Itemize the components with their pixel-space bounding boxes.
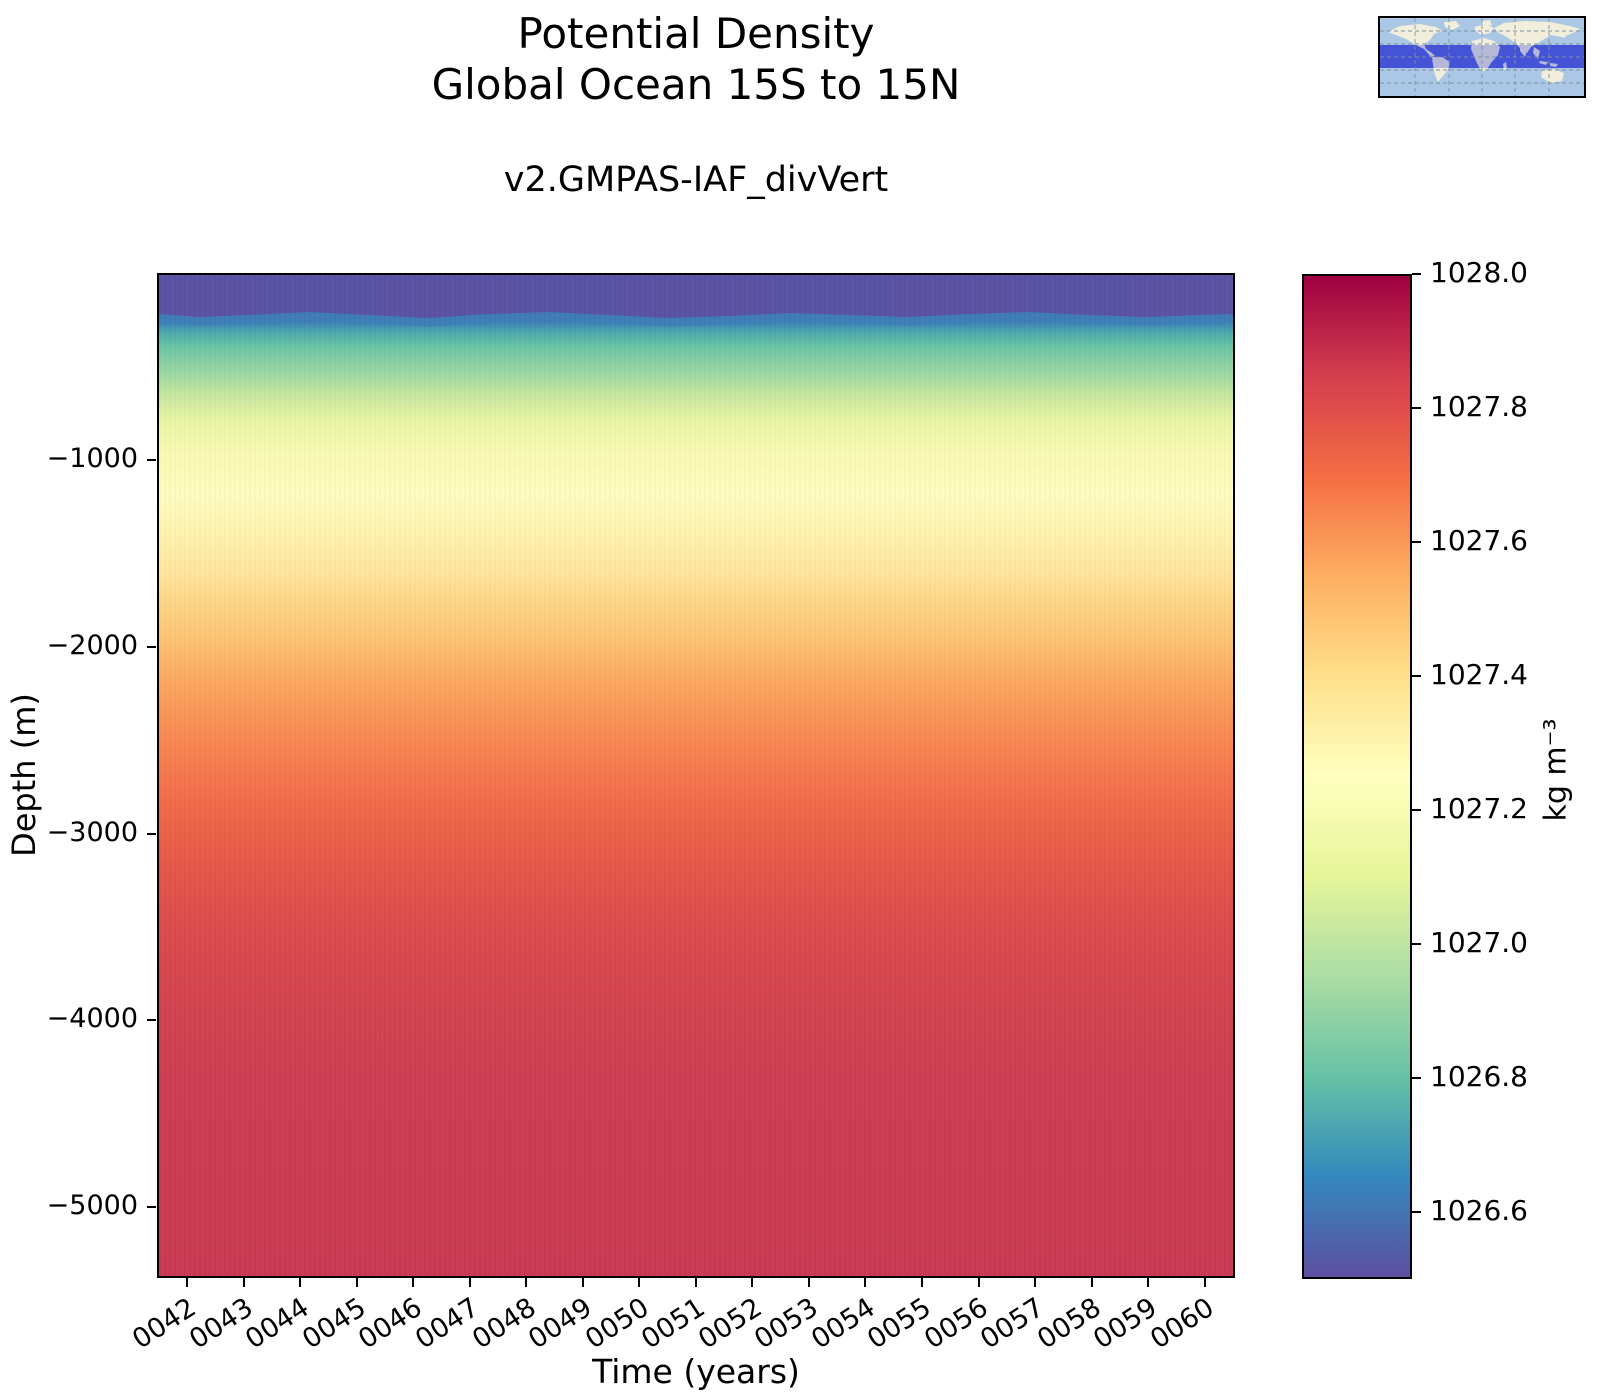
map-landmasses [1388, 20, 1580, 83]
x-tick-label: 0060 [1033, 1292, 1220, 1355]
y-tick-mark [147, 1019, 156, 1022]
y-tick-label: −2000 [46, 629, 138, 661]
colorbar-tick-label: 1027.0 [1430, 926, 1528, 959]
colorbar-tick-mark [1412, 1211, 1421, 1213]
surface-layer-wave [159, 275, 1233, 327]
x-tick-mark [1090, 1278, 1093, 1287]
x-tick-mark [977, 1278, 980, 1287]
colorbar-tick-label: 1026.8 [1430, 1060, 1528, 1093]
y-tick-label: −4000 [46, 1003, 138, 1035]
monthly-pixel-texture [159, 275, 1233, 1276]
colorbar-tick-label: 1027.4 [1430, 658, 1528, 691]
x-tick-mark [921, 1278, 924, 1287]
colorbar-tick-mark [1412, 675, 1421, 677]
x-tick-mark [694, 1278, 697, 1287]
x-tick-mark [468, 1278, 471, 1287]
colorbar-tick-mark [1412, 943, 1421, 945]
y-tick-mark [147, 645, 156, 648]
colorbar [1302, 274, 1412, 1279]
y-tick-label: −3000 [46, 816, 138, 848]
heatmap-gradient-field [159, 275, 1233, 1276]
x-tick-label-text: 0060 [1145, 1292, 1220, 1356]
x-tick-mark [242, 1278, 245, 1287]
colorbar-tick-label: 1026.6 [1430, 1194, 1528, 1227]
colorbar-tick-label: 1027.6 [1430, 524, 1528, 557]
figure-title-line2: Global Ocean 15S to 15N [431, 60, 961, 110]
colorbar-tick-mark [1412, 809, 1421, 811]
map-gridlines [1380, 18, 1584, 96]
colorbar-tick-label: 1028.0 [1430, 256, 1528, 289]
colorbar-tick-mark [1412, 541, 1421, 543]
x-tick-mark [751, 1278, 754, 1287]
x-tick-mark [581, 1278, 584, 1287]
y-tick-mark [147, 1206, 156, 1208]
x-tick-mark [525, 1278, 528, 1287]
x-tick-mark [299, 1278, 302, 1287]
x-tick-mark [864, 1278, 867, 1287]
world-map-inset [1378, 16, 1586, 98]
figure-title-line1: Potential Density [517, 9, 875, 58]
colorbar-tick-mark [1412, 273, 1421, 275]
x-tick-mark [355, 1278, 358, 1287]
heatmap-plot [157, 273, 1235, 1278]
x-tick-mark [412, 1278, 415, 1287]
x-tick-mark [186, 1278, 188, 1287]
y-tick-mark [147, 832, 156, 835]
x-tick-mark [1034, 1278, 1037, 1287]
x-tick-mark [807, 1278, 810, 1287]
colorbar-tick-label: 1027.8 [1430, 390, 1528, 423]
x-axis-label: Time (years) [592, 1352, 800, 1391]
colorbar-tick-mark [1412, 1077, 1421, 1079]
colorbar-tick-mark [1412, 407, 1421, 409]
y-tick-label: −1000 [46, 443, 138, 474]
x-tick-mark [1147, 1278, 1150, 1287]
colorbar-label: kg m⁻³ [1538, 718, 1574, 822]
figure-subtitle: v2.GMPAS-IAF_divVert [503, 160, 889, 200]
colorbar-tick-label: 1027.2 [1430, 792, 1528, 825]
y-tick-label: −5000 [46, 1190, 138, 1221]
x-tick-mark [1203, 1278, 1206, 1287]
figure-title: Potential Density Global Ocean 15S to 15… [157, 8, 1235, 110]
y-tick-mark [147, 459, 156, 461]
x-tick-mark [638, 1278, 641, 1287]
